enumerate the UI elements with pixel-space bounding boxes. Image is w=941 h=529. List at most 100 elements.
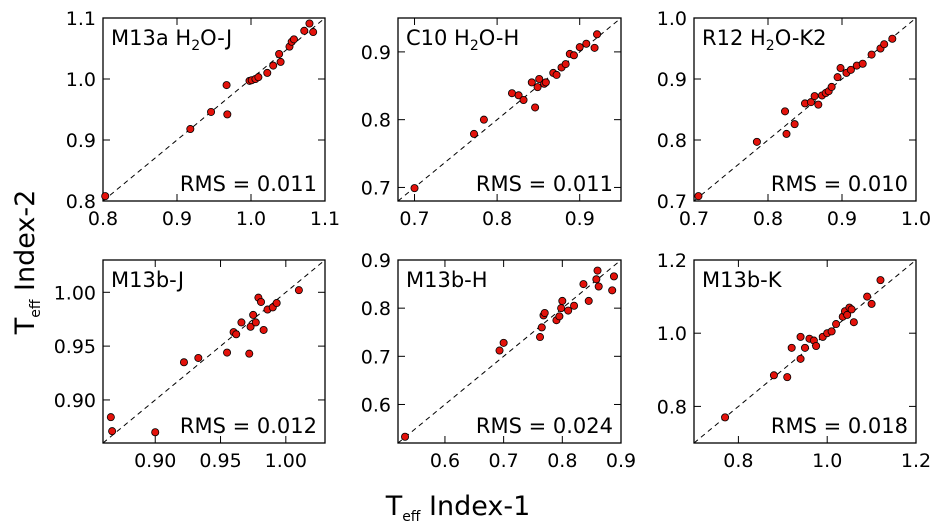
data-point bbox=[410, 184, 419, 193]
data-point bbox=[836, 64, 845, 73]
data-point bbox=[570, 301, 579, 310]
y-tick-label: 0.7 bbox=[361, 346, 391, 368]
panel-title: R12 H2O-K2 bbox=[702, 26, 827, 54]
x-tick-label: 0.95 bbox=[199, 450, 241, 472]
data-point bbox=[810, 92, 819, 101]
x-tick-label: 0.7 bbox=[399, 208, 429, 230]
rms-label: RMS = 0.011 bbox=[476, 172, 613, 196]
data-point bbox=[796, 332, 805, 341]
panel-1: 0.8 0.9 1.0 1.1 0.8 0.9 1.0 1.1 M13a H2O-J RMS = … bbox=[66, 8, 340, 230]
panel-title: M13b-H bbox=[406, 268, 488, 292]
data-point bbox=[557, 304, 566, 313]
data-point bbox=[245, 349, 254, 358]
data-point bbox=[533, 83, 542, 92]
data-point bbox=[254, 73, 263, 82]
data-point bbox=[186, 125, 195, 134]
data-point bbox=[289, 35, 298, 44]
plot-frame bbox=[397, 259, 622, 444]
data-point bbox=[579, 280, 588, 289]
x-tick-label: 1.1 bbox=[310, 208, 340, 230]
rms-label: RMS = 0.024 bbox=[476, 414, 613, 438]
data-point bbox=[783, 373, 792, 382]
data-point bbox=[151, 428, 160, 437]
data-point bbox=[814, 100, 823, 109]
data-point bbox=[552, 70, 561, 79]
data-point bbox=[867, 299, 876, 308]
panel-6: 0.8 1.0 1.2 0.8 1.0 1.2 M13b-K RMS = 0.018 bbox=[657, 250, 931, 472]
one-to-one-line bbox=[693, 17, 917, 202]
y-tick-label: 0.9 bbox=[657, 69, 687, 91]
data-point bbox=[867, 50, 876, 59]
x-tick-label: 0.8 bbox=[547, 450, 577, 472]
x-axis-title-rest: Index-1 bbox=[420, 491, 530, 522]
panel-title-main: R12 H bbox=[702, 26, 766, 50]
data-point bbox=[806, 98, 815, 107]
data-point bbox=[790, 120, 799, 129]
data-point bbox=[495, 346, 504, 355]
data-point bbox=[535, 75, 544, 84]
data-point bbox=[827, 327, 836, 336]
data-point bbox=[479, 115, 488, 124]
data-point bbox=[257, 297, 266, 306]
data-point bbox=[294, 286, 303, 295]
data-point bbox=[537, 323, 546, 332]
data-point bbox=[179, 358, 188, 367]
data-point bbox=[846, 65, 855, 74]
data-point bbox=[555, 312, 564, 321]
y-tick-label: 0.8 bbox=[361, 110, 391, 132]
data-point bbox=[223, 348, 232, 357]
panel-title: M13a H2O-J bbox=[111, 26, 232, 54]
data-point bbox=[843, 310, 852, 319]
data-point bbox=[833, 73, 842, 82]
data-point bbox=[507, 89, 516, 98]
x-tick-label: 1.00 bbox=[265, 450, 307, 472]
data-point bbox=[796, 354, 805, 363]
data-point bbox=[575, 43, 584, 52]
panel-title-post: O-J bbox=[200, 26, 232, 50]
rms-label: RMS = 0.010 bbox=[771, 172, 908, 196]
data-point bbox=[259, 325, 268, 334]
data-point bbox=[608, 286, 617, 295]
y-axis-title: Teff Index-2 bbox=[10, 190, 44, 336]
data-point bbox=[401, 432, 410, 441]
x-tick-label: 0.8 bbox=[723, 450, 753, 472]
data-point bbox=[469, 129, 478, 138]
y-tick-label: 1.1 bbox=[66, 8, 96, 30]
data-point bbox=[847, 305, 856, 314]
data-point bbox=[721, 413, 730, 422]
data-point bbox=[827, 82, 836, 91]
data-point bbox=[769, 371, 778, 380]
data-point bbox=[694, 192, 703, 201]
data-point bbox=[300, 26, 309, 35]
plot-frame bbox=[693, 259, 917, 444]
data-point bbox=[531, 103, 540, 112]
data-point bbox=[540, 308, 549, 317]
data-point bbox=[499, 338, 508, 347]
data-point bbox=[594, 282, 603, 291]
data-point bbox=[888, 34, 897, 43]
data-point bbox=[263, 68, 272, 77]
data-point bbox=[880, 40, 889, 49]
data-point bbox=[276, 57, 285, 66]
y-tick-label: 0.7 bbox=[657, 191, 687, 213]
y-tick-label: 1.0 bbox=[66, 69, 96, 91]
one-to-one-line bbox=[102, 17, 326, 202]
data-point bbox=[527, 78, 536, 87]
panel-title: M13b-J bbox=[111, 268, 184, 292]
x-tick-label: 0.9 bbox=[565, 208, 595, 230]
panel-5: 0.6 0.7 0.8 0.9 0.6 0.7 0.8 0.9 M13b-H RMS = 0.02… bbox=[361, 250, 636, 472]
data-point bbox=[752, 137, 761, 146]
x-tick-label: 0.90 bbox=[134, 450, 176, 472]
one-to-one-line bbox=[397, 17, 622, 202]
x-tick-label: 0.7 bbox=[489, 450, 519, 472]
panel-4: 0.90 0.95 1.00 0.90 0.95 1.00 M13b-J RMS = 0.01… bbox=[54, 259, 326, 472]
data-point bbox=[590, 43, 599, 52]
data-point bbox=[223, 110, 232, 119]
data-point bbox=[582, 39, 591, 48]
panel-title-main: C10 H bbox=[406, 26, 470, 50]
x-tick-label: 1.2 bbox=[901, 450, 931, 472]
data-point bbox=[592, 275, 601, 284]
y-tick-label: 0.8 bbox=[66, 191, 96, 213]
data-point bbox=[782, 129, 791, 138]
